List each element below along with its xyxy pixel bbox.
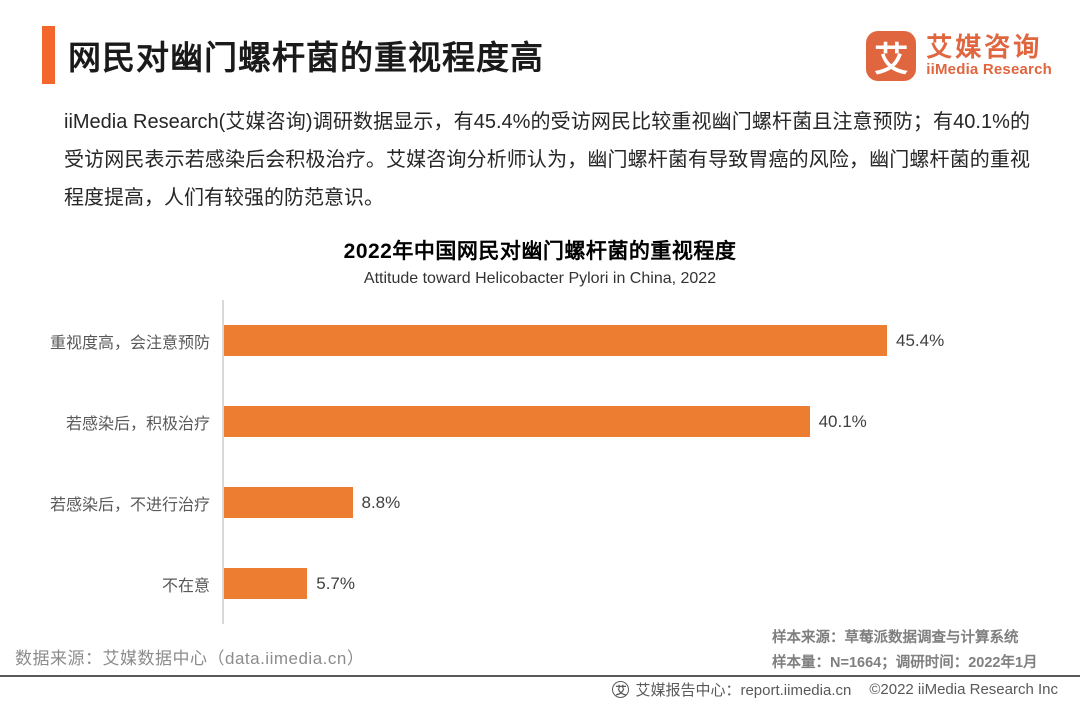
bar-track: 5.7% (222, 543, 1080, 624)
bar-value-label: 8.8% (361, 492, 401, 512)
bar-category-label: 不在意 (161, 577, 210, 595)
bar-value-label: 40.1% (818, 411, 867, 431)
bar (224, 487, 353, 518)
bar-row: 重视度高，会注意预防 45.4% (0, 300, 1080, 381)
bar-row: 若感染后，不进行治疗 8.8% (0, 462, 1080, 543)
data-source-note: 数据来源：艾媒数据中心（data.iimedia.cn） (15, 649, 365, 668)
sample-source-note: 样本来源：草莓派数据调查与计算系统 (772, 630, 1019, 646)
sample-size-note: 样本量：N=1664；调研时间：2022年1月 (772, 655, 1038, 671)
copyright-note: ©2022 iiMedia Research Inc (869, 681, 1058, 698)
bar (224, 568, 308, 599)
iimedia-logo: 艾 艾媒咨询 iiMedia Research (866, 31, 1052, 81)
bar (224, 325, 887, 356)
header: 网民对幽门螺杆菌的重视程度高 艾 艾媒咨询 iiMedia Research (42, 26, 1052, 84)
report-center-note: 艾媒报告中心：report.iimedia.cn (635, 682, 852, 699)
logo-text: 艾媒咨询 iiMedia Research (926, 31, 1052, 79)
bar-value-label: 5.7% (316, 573, 355, 593)
chart-title: 2022年中国网民对幽门螺杆菌的重视程度 (343, 240, 737, 263)
iimedia-logo-icon: 艾 (866, 31, 917, 81)
bar-chart: 重视度高，会注意预防 45.4% 若感染后，积极治疗 40.1% 若感染后，不进… (0, 300, 1080, 624)
footer-divider (0, 675, 1080, 677)
bar-category-label: 若感染后，积极治疗 (65, 415, 210, 433)
bar-track: 8.8% (222, 462, 1080, 543)
bar-category-label: 重视度高，会注意预防 (49, 334, 210, 352)
chart-subtitle: Attitude toward Helicobacter Pylori in C… (363, 270, 717, 287)
title-accent-bar (42, 26, 55, 84)
bar-track: 40.1% (222, 381, 1080, 462)
bar-row: 若感染后，积极治疗 40.1% (0, 381, 1080, 462)
bottom-bar: 艾 艾媒报告中心：report.iimedia.cn ©2022 iiMedia… (612, 679, 1058, 700)
title-block: 网民对幽门螺杆菌的重视程度高 (42, 26, 544, 84)
intro-paragraph: iiMedia Research(艾媒咨询)调研数据显示，有45.4%的受访网民… (64, 111, 1030, 209)
logo-name-cn: 艾媒咨询 (926, 31, 1043, 62)
bar-track: 45.4% (222, 300, 1080, 381)
logo-name-en: iiMedia Research (926, 61, 1052, 79)
sample-notes: 样本来源：草莓派数据调查与计算系统 样本量：N=1664；调研时间：2022年1… (772, 626, 1038, 676)
iimedia-badge-icon: 艾 (612, 681, 630, 698)
bar-category-label: 若感染后，不进行治疗 (49, 496, 210, 514)
bar (224, 406, 810, 437)
bar-row: 不在意 5.7% (0, 543, 1080, 624)
bar-value-label: 45.4% (896, 330, 945, 350)
page-title: 网民对幽门螺杆菌的重视程度高 (68, 39, 544, 76)
